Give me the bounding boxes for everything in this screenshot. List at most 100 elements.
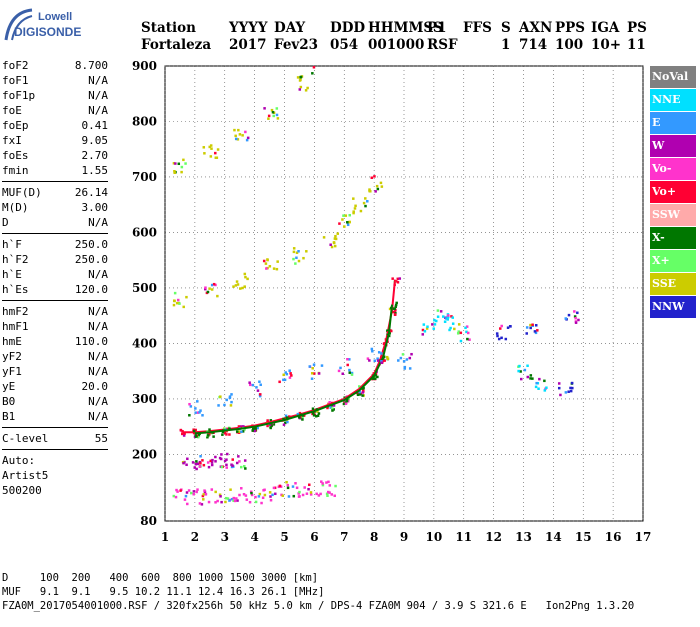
echo-point bbox=[192, 492, 195, 496]
echo-point bbox=[286, 483, 290, 487]
echo-point bbox=[394, 303, 398, 307]
echo-point bbox=[358, 385, 361, 388]
echo-point bbox=[223, 459, 227, 463]
param-row: h`F2 250.0 bbox=[2, 252, 108, 267]
param-value: N/A bbox=[88, 268, 108, 281]
echo-point bbox=[370, 176, 374, 180]
echo-point bbox=[334, 484, 337, 488]
echo-point bbox=[348, 220, 351, 224]
echo-point bbox=[266, 424, 269, 428]
echo-point bbox=[178, 302, 181, 305]
echo-point bbox=[356, 393, 360, 397]
echo-point bbox=[199, 462, 202, 465]
echo-point bbox=[368, 189, 371, 193]
echo-point bbox=[250, 491, 253, 495]
echo-point bbox=[229, 404, 233, 407]
header-value-8: 714 bbox=[519, 37, 548, 53]
echo-point bbox=[266, 419, 269, 422]
echo-point bbox=[234, 284, 238, 287]
echo-point bbox=[244, 275, 247, 279]
param-value: N/A bbox=[88, 350, 108, 363]
echo-point bbox=[249, 490, 253, 494]
echo-point bbox=[202, 146, 206, 149]
echo-point bbox=[271, 493, 274, 497]
echo-point bbox=[308, 483, 311, 487]
echo-point bbox=[173, 291, 177, 295]
echo-point bbox=[296, 76, 300, 79]
echo-point bbox=[466, 331, 470, 335]
y-tick-label: 600 bbox=[132, 225, 157, 239]
echo-point bbox=[182, 434, 186, 437]
x-tick-label: 6 bbox=[310, 530, 318, 544]
echo-point bbox=[182, 461, 185, 465]
param-value: 0.41 bbox=[81, 119, 109, 132]
echo-point bbox=[195, 467, 198, 471]
echo-point bbox=[189, 491, 193, 495]
echo-point bbox=[299, 75, 303, 79]
echo-point bbox=[372, 377, 375, 381]
param-label: foF2 bbox=[2, 59, 29, 72]
echo-point bbox=[426, 325, 429, 328]
param-label: fmin bbox=[2, 164, 29, 177]
param-label: MUF(D) bbox=[2, 186, 42, 199]
echo-point bbox=[237, 455, 240, 458]
echo-point bbox=[331, 407, 334, 410]
echo-point bbox=[221, 430, 225, 434]
echo-point bbox=[228, 395, 232, 398]
echo-point bbox=[325, 492, 329, 496]
echo-point bbox=[212, 435, 215, 438]
x-tick-label: 2 bbox=[191, 530, 199, 544]
echo-point bbox=[193, 466, 196, 469]
echo-point bbox=[198, 502, 202, 505]
echo-point bbox=[234, 134, 237, 138]
echo-point bbox=[350, 373, 354, 376]
echo-point bbox=[220, 453, 223, 456]
echo-point bbox=[192, 490, 196, 493]
echo-point bbox=[206, 461, 210, 464]
x-tick-label: 7 bbox=[340, 530, 348, 544]
echo-point bbox=[234, 137, 238, 141]
param-value: N/A bbox=[88, 104, 108, 117]
echo-point bbox=[299, 85, 303, 89]
echo-point bbox=[372, 372, 376, 375]
echo-point bbox=[449, 326, 452, 330]
legend-entry-vo: Vo- bbox=[650, 158, 696, 180]
param-value: 55 bbox=[94, 432, 108, 445]
echo-point bbox=[395, 301, 398, 305]
echo-point bbox=[194, 428, 197, 432]
echo-point bbox=[204, 492, 208, 496]
header-label-6: FFS bbox=[463, 20, 492, 36]
header-label-5: P1 bbox=[427, 20, 447, 36]
echo-point bbox=[557, 386, 561, 390]
echo-point bbox=[436, 309, 440, 312]
echo-point bbox=[195, 460, 198, 463]
echo-point bbox=[435, 319, 438, 323]
echo-point bbox=[298, 490, 301, 494]
echo-point bbox=[238, 133, 242, 136]
echo-point bbox=[538, 377, 541, 381]
echo-point bbox=[267, 117, 270, 120]
echo-point bbox=[308, 365, 312, 368]
echo-point bbox=[305, 250, 308, 253]
echo-point bbox=[232, 285, 235, 288]
echo-point bbox=[311, 72, 314, 75]
echo-point bbox=[172, 162, 176, 165]
echo-point bbox=[262, 259, 266, 263]
echo-point bbox=[207, 500, 211, 504]
echo-point bbox=[197, 433, 201, 437]
echo-point bbox=[312, 414, 316, 417]
echo-point bbox=[321, 483, 325, 487]
echo-point bbox=[410, 352, 413, 356]
echo-point bbox=[285, 419, 289, 422]
param-separator bbox=[2, 181, 108, 182]
echo-point bbox=[225, 458, 228, 461]
echo-point bbox=[216, 294, 219, 298]
header-label-7: S bbox=[501, 20, 511, 36]
param-row: D N/A bbox=[2, 215, 108, 230]
echo-point bbox=[525, 332, 528, 335]
echo-point bbox=[194, 411, 197, 414]
echo-point bbox=[232, 499, 235, 503]
echo-point bbox=[237, 425, 241, 428]
echo-point bbox=[292, 257, 295, 261]
param-row: yE 20.0 bbox=[2, 379, 108, 394]
